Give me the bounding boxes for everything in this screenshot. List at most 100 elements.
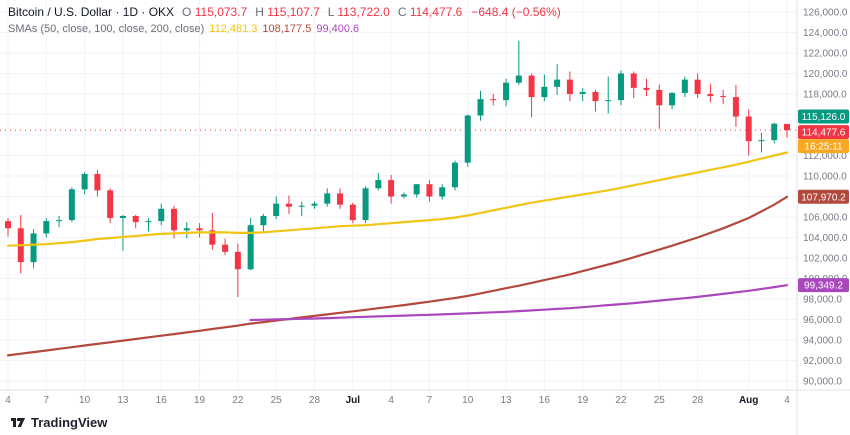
- candle-body: [720, 96, 727, 98]
- x-axis-label[interactable]: 4: [5, 395, 11, 406]
- y-axis-label[interactable]: 124,000.0: [803, 28, 848, 39]
- candle-body: [349, 204, 356, 221]
- y-axis-label[interactable]: 94,000.0: [803, 336, 842, 347]
- tradingview-logo-text: TradingView: [31, 414, 108, 430]
- x-axis-label[interactable]: Aug: [739, 395, 758, 406]
- candle-body: [119, 215, 126, 219]
- y-axis-label[interactable]: 92,000.0: [803, 356, 842, 367]
- x-axis-label[interactable]: 25: [654, 395, 666, 406]
- candle-body: [643, 87, 650, 90]
- price-badge-text: 99,349.2: [804, 281, 843, 292]
- sma100-legend-value: 108,177.5: [262, 23, 312, 35]
- candle-body: [107, 190, 114, 219]
- y-axis-label[interactable]: 122,000.0: [803, 49, 848, 60]
- x-axis-label[interactable]: 28: [692, 395, 704, 406]
- high-value: 115,107.7: [267, 5, 320, 19]
- candle-body: [426, 184, 433, 197]
- candle-body: [515, 75, 522, 83]
- y-axis-label[interactable]: 96,000.0: [803, 315, 842, 326]
- sma200-legend-value: 99,400.6: [316, 23, 360, 35]
- candle-body: [375, 180, 382, 189]
- sma-indicator-label[interactable]: SMAs (50, close, 100, close, 200, close): [8, 23, 205, 35]
- x-axis-label[interactable]: 19: [577, 395, 589, 406]
- symbol-legend-row: Bitcoin / U.S. Dollar · 1D · OKX O 115,0…: [8, 5, 561, 20]
- candle-body: [630, 73, 637, 88]
- candle-body: [132, 215, 139, 223]
- candle-body: [592, 91, 599, 102]
- candle-body: [477, 99, 484, 116]
- candle-body: [324, 193, 331, 204]
- price-badge: 107,970.2: [798, 189, 849, 204]
- price-badge: 114,477.6: [798, 125, 849, 140]
- candle-body: [260, 215, 267, 226]
- x-axis-label[interactable]: 7: [427, 395, 433, 406]
- candle-body: [681, 79, 688, 93]
- x-axis-label[interactable]: 16: [539, 395, 551, 406]
- y-axis-label[interactable]: 118,000.0: [803, 90, 847, 101]
- x-axis-label[interactable]: 7: [44, 395, 50, 406]
- x-axis-label[interactable]: 28: [309, 395, 321, 406]
- symbol-title[interactable]: Bitcoin / U.S. Dollar · 1D · OKX: [8, 5, 175, 19]
- candle-body: [5, 221, 11, 229]
- candle-body: [579, 91, 586, 94]
- y-axis-label[interactable]: 102,000.0: [803, 254, 848, 265]
- candle-body: [68, 189, 75, 221]
- candle-body: [669, 92, 676, 106]
- price-badge: 99,349.2: [798, 278, 849, 293]
- candle-body: [707, 94, 714, 97]
- price-badge-text: 114,477.6: [802, 128, 846, 139]
- x-axis-label[interactable]: 4: [388, 395, 394, 406]
- price-badge-bg: [798, 189, 849, 204]
- candle-body: [439, 187, 446, 197]
- price-badge-text: 16:25:11: [804, 142, 843, 153]
- x-axis-label[interactable]: 13: [500, 395, 512, 406]
- y-axis-label[interactable]: 110,000.0: [803, 172, 847, 183]
- ohlc-high: H 115,107.7: [252, 5, 320, 20]
- price-badge-bg: [798, 109, 849, 124]
- x-axis-label[interactable]: 16: [156, 395, 168, 406]
- candle-body: [273, 203, 280, 216]
- x-axis-label[interactable]: 19: [194, 395, 206, 406]
- low-value: 113,722.0: [337, 5, 390, 19]
- candle-body: [94, 173, 101, 191]
- x-axis-label[interactable]: 25: [271, 395, 283, 406]
- y-axis-label[interactable]: 98,000.0: [803, 295, 842, 306]
- x-axis-label[interactable]: 4: [784, 395, 790, 406]
- ohlc-close: C 114,477.6: [395, 5, 463, 20]
- candle-body: [541, 86, 548, 98]
- candle-body: [732, 97, 739, 117]
- candle-body: [43, 221, 50, 234]
- y-axis-label[interactable]: 104,000.0: [803, 233, 848, 244]
- tradingview-logo[interactable]: TradingView: [10, 414, 107, 430]
- sma100-line: [6, 195, 789, 357]
- tradingview-logo-icon: [10, 414, 26, 430]
- y-axis-label[interactable]: 90,000.0: [803, 377, 842, 388]
- candle-body: [400, 194, 407, 197]
- candle-body: [196, 228, 203, 231]
- y-axis-label[interactable]: 106,000.0: [803, 213, 848, 224]
- price-badge-bg: [798, 125, 849, 140]
- candle-body: [451, 162, 458, 188]
- candle-body: [30, 233, 37, 263]
- candle-body: [490, 99, 497, 101]
- candle-body: [222, 244, 229, 252]
- x-axis-label[interactable]: 10: [79, 395, 91, 406]
- sma200-line: [249, 284, 789, 322]
- candle-body: [81, 173, 88, 190]
- price-badge-text: 115,126.0: [802, 112, 846, 123]
- candle-body: [566, 79, 573, 94]
- y-axis-label[interactable]: 126,000.0: [803, 8, 848, 19]
- high-label: H: [255, 5, 264, 19]
- x-axis-label[interactable]: Jul: [346, 395, 361, 406]
- price-badge: 16:25:11: [798, 139, 849, 154]
- close-label: C: [397, 5, 407, 19]
- candle-body: [209, 230, 216, 245]
- y-axis-label[interactable]: 112,000.0: [803, 151, 847, 162]
- x-axis-label[interactable]: 10: [462, 395, 474, 406]
- x-axis-label[interactable]: 22: [615, 395, 627, 406]
- x-axis-label[interactable]: 13: [117, 395, 129, 406]
- open-label: O: [182, 5, 192, 19]
- y-axis-label[interactable]: 120,000.0: [803, 69, 848, 80]
- x-axis-label[interactable]: 22: [232, 395, 244, 406]
